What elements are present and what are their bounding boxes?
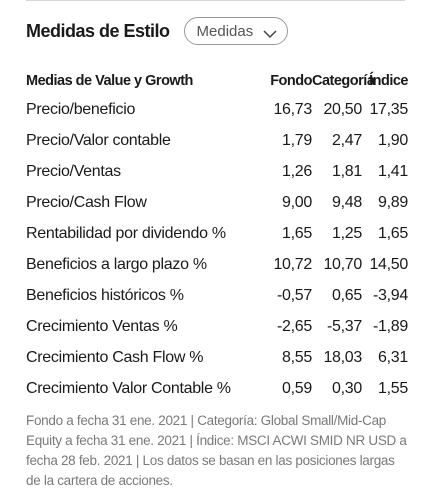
fondo-value: 0,59: [282, 379, 312, 397]
indice-value: 1,55: [378, 379, 408, 397]
table-row: Crecimiento Cash Flow % 8,55 18,03 6,31: [26, 342, 408, 373]
top-divider: [26, 0, 405, 1]
row-label: Beneficios históricos %: [26, 286, 184, 304]
indice-value: 17,35: [369, 100, 408, 118]
indice-value: 9,89: [378, 193, 408, 211]
row-label: Beneficios a largo plazo %: [26, 255, 207, 273]
row-label: Rentabilidad por dividendo %: [26, 224, 226, 242]
indice-value: 1,90: [378, 131, 408, 149]
table-row: Precio/beneficio 16,73 20,50 17,35: [26, 94, 408, 125]
table-row: Crecimiento Ventas % -2,65 -5,37 -1,89: [26, 311, 408, 342]
fondo-value: -2,65: [277, 317, 312, 335]
indice-value: -3,94: [373, 286, 408, 304]
categoria-value: 20,50: [323, 100, 362, 118]
categoria-value: 18,03: [323, 348, 362, 366]
indice-value: 14,50: [369, 255, 408, 273]
categoria-value: 10,70: [323, 255, 362, 273]
fondo-value: 1,65: [282, 224, 312, 242]
fondo-value: 8,55: [282, 348, 312, 366]
section-title: Medidas de Estilo: [26, 20, 170, 41]
fondo-value: 16,73: [273, 100, 312, 118]
categoria-value: 2,47: [332, 131, 362, 149]
categoria-value: 0,30: [332, 379, 362, 397]
value-growth-table: Medias de Value y Growth Fondo Categoría…: [26, 68, 409, 404]
table-row: Beneficios históricos % -0,57 0,65 -3,94: [26, 280, 408, 311]
row-label: Crecimiento Cash Flow %: [26, 348, 204, 366]
table-row: Rentabilidad por dividendo % 1,65 1,25 1,65: [26, 218, 408, 249]
categoria-value: 0,65: [332, 286, 362, 304]
row-label: Crecimiento Ventas %: [26, 317, 178, 335]
indice-value: 1,41: [378, 162, 408, 180]
dropdown-selected-value: Medidas: [196, 22, 254, 40]
column-header-indice: Índice: [369, 73, 408, 89]
categoria-value: 1,81: [332, 162, 362, 180]
table-row: Crecimiento Valor Contable % 0,59 0,30 1,55: [26, 373, 408, 404]
column-header-fondo: Fondo: [270, 73, 312, 89]
fondo-value: -0,57: [277, 286, 312, 304]
row-label: Precio/Valor contable: [26, 131, 171, 149]
categoria-value: 1,25: [332, 224, 362, 242]
style-measures-header: Medidas de Estilo Medidas: [26, 14, 405, 48]
row-label: Crecimiento Valor Contable %: [26, 379, 231, 397]
table-row: Precio/Ventas 1,26 1,81 1,41: [26, 156, 408, 187]
categoria-value: -5,37: [327, 317, 362, 335]
data-footnote: Fondo a fecha 31 ene. 2021 | Categoría: …: [26, 413, 407, 488]
categoria-value: 9,48: [332, 193, 362, 211]
table-row: Precio/Cash Flow 9,00 9,48 9,89: [26, 187, 408, 218]
column-header-measure: Medias de Value y Growth: [26, 73, 193, 89]
table-row: Precio/Valor contable 1,79 2,47 1,90: [26, 125, 408, 156]
row-label: Precio/Cash Flow: [26, 193, 147, 211]
measures-dropdown[interactable]: Medidas: [183, 17, 289, 45]
row-label: Precio/Ventas: [26, 162, 121, 180]
fondo-value: 9,00: [282, 193, 312, 211]
fondo-value: 10,72: [273, 255, 312, 273]
chevron-down-icon: [263, 26, 277, 39]
column-header-categoria: Categoría: [312, 73, 375, 89]
fondo-value: 1,79: [282, 131, 312, 149]
fondo-value: 1,26: [282, 162, 312, 180]
table-header-row: Medias de Value y Growth Fondo Categoría…: [26, 68, 409, 94]
row-label: Precio/beneficio: [26, 100, 136, 118]
indice-value: 6,31: [378, 348, 408, 366]
indice-value: 1,65: [378, 224, 408, 242]
table-row: Beneficios a largo plazo % 10,72 10,70 14,5…: [26, 249, 408, 280]
indice-value: -1,89: [373, 317, 408, 335]
